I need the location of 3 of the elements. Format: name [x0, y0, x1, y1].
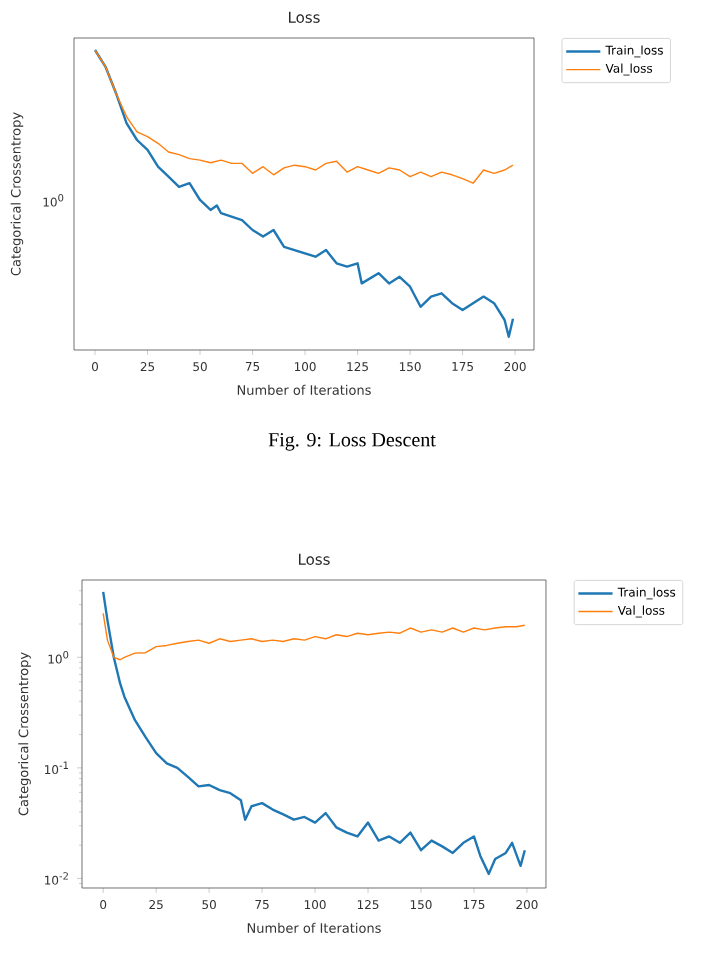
caption: Fig. 9: Loss Descent [268, 433, 436, 451]
line-series [101, 590, 526, 876]
line-series [102, 612, 526, 661]
